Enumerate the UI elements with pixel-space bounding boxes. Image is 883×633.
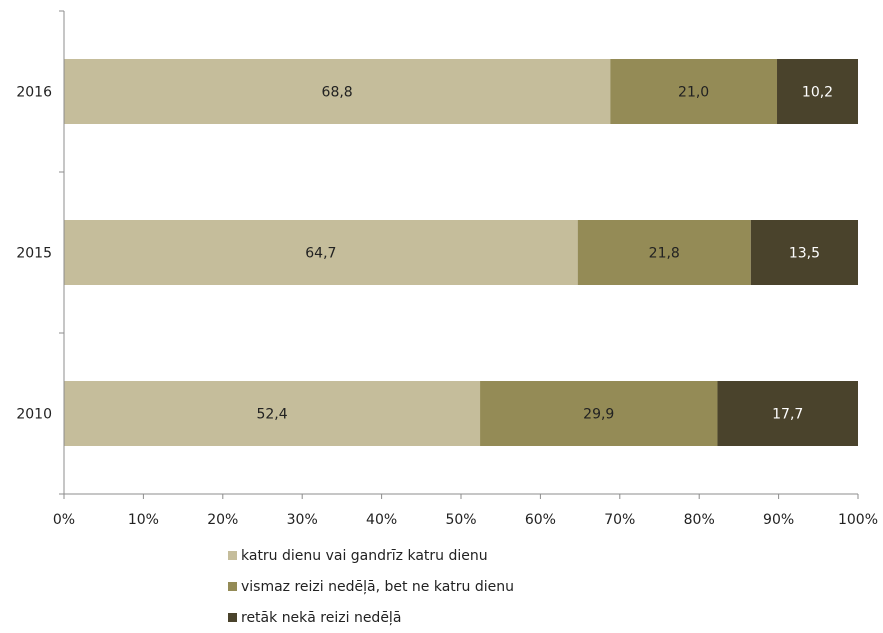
data-label-2015-series-2: 13,5 [789,246,820,262]
data-label-2016-series-2: 10,2 [802,85,833,101]
x-tick-label-50pct: 50% [445,512,476,528]
stacked-bar-chart: 68,8 21,0 10,2 2016 64,7 21,8 13,5 2015 52,4 29,9… [16,10,878,528]
data-label-2010-series-0: 52,4 [256,407,287,423]
category-label-2010: 2010 [16,407,52,423]
data-label-2015-series-1: 21,8 [649,246,680,262]
x-tick-label-80pct: 80% [684,512,715,528]
legend-label-weekly: vismaz reizi nedēļā, bet ne katru dienu [241,578,514,595]
legend-swatch-rarely [228,613,237,622]
x-tick-label-20pct: 20% [207,512,238,528]
bar-2010-series-2 [717,381,858,446]
legend-item-rarely: retāk nekā reizi nedēļā [228,602,514,633]
legend-label-rarely: retāk nekā reizi nedēļā [241,609,402,626]
x-tick-label-0pct: 0% [53,512,75,528]
bar-2015-series-1 [577,220,751,285]
legend-swatch-weekly [228,582,237,591]
x-tick-label-10pct: 10% [128,512,159,528]
x-tick-label-90pct: 90% [763,512,794,528]
x-tick-label-30pct: 30% [287,512,318,528]
category-label-2016: 2016 [16,85,52,101]
bar-2016-series-0 [64,59,611,124]
x-tick-label-40pct: 40% [366,512,397,528]
data-label-2015-series-0: 64,7 [305,246,336,262]
x-tick-label-60pct: 60% [525,512,556,528]
data-label-2010-series-2: 17,7 [772,407,803,423]
legend-label-daily: katru dienu vai gandrīz katru dienu [241,547,488,564]
x-tick-label-100pct: 100% [838,512,878,528]
legend: katru dienu vai gandrīz katru dienu vism… [228,540,514,633]
data-label-2016-series-1: 21,0 [678,85,709,101]
data-label-2016-series-0: 68,8 [322,85,353,101]
bar-2010-series-1 [480,381,718,446]
data-label-2010-series-1: 29,9 [583,407,614,423]
legend-swatch-daily [228,551,237,560]
legend-item-daily: katru dienu vai gandrīz katru dienu [228,540,514,571]
bar-2015-series-0 [64,220,578,285]
bar-2016-series-1 [610,59,778,124]
bar-2010-series-0 [64,381,481,446]
bar-2015-series-2 [750,220,858,285]
bar-2016-series-2 [777,59,858,124]
x-tick-label-70pct: 70% [604,512,635,528]
legend-item-weekly: vismaz reizi nedēļā, bet ne katru dienu [228,571,514,602]
category-label-2015: 2015 [16,246,52,262]
